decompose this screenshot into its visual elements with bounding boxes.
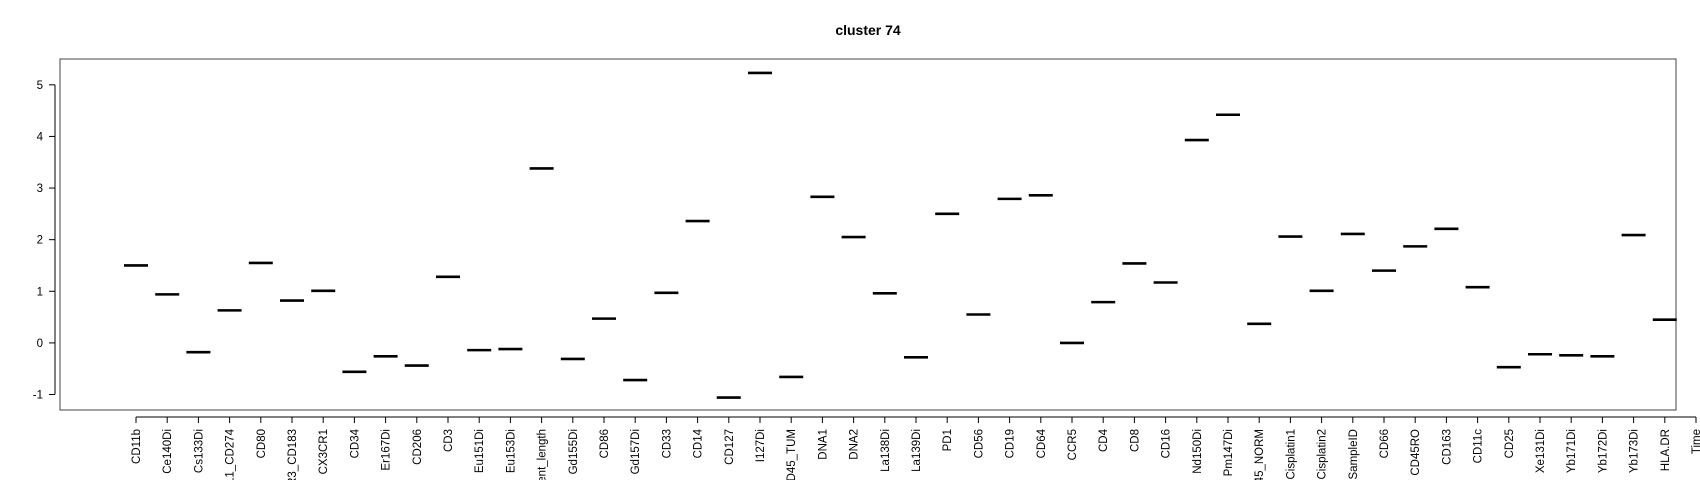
x-tick-label: CD25 (1504, 429, 1516, 458)
x-tick-label: CD66 (1379, 429, 1391, 458)
x-tick-label: La139Di (911, 429, 923, 472)
x-tick-label: CD45_NORM (1254, 429, 1266, 480)
chart-title: cluster 74 (835, 22, 901, 38)
y-tick-label: 1 (37, 286, 43, 298)
x-tick-label: Cs133Di (193, 429, 205, 473)
x-tick-label: CD33 (661, 429, 673, 458)
x-tick-label: Xe131Di (1535, 429, 1547, 473)
x-tick-label: Eu151Di (474, 429, 486, 473)
x-tick-label: CD11c (1473, 429, 1485, 464)
x-tick-label: CD206 (412, 429, 424, 465)
x-tick-label: CD163 (1441, 429, 1453, 465)
x-tick-label: Yb171Di (1566, 429, 1578, 473)
x-tick-label: Cisplatin1 (1285, 429, 1297, 480)
x-tick-label: Pm147Di (1223, 429, 1235, 476)
x-tick-label: CD45_TUM (786, 429, 798, 480)
plot-frame (59, 58, 1677, 411)
y-tick-label: 4 (37, 131, 44, 143)
x-tick-label: CD16 (1161, 429, 1173, 458)
y-tick-label: -1 (33, 390, 43, 402)
x-tick-label: CD8 (1129, 429, 1141, 452)
x-tick-label: Cisplatin2 (1317, 429, 1329, 480)
x-tick-label: PDL1_CD274 (225, 428, 237, 480)
x-tick-label: Yb173Di (1629, 429, 1641, 473)
x-tick-label: CD64 (1036, 428, 1048, 458)
x-tick-label: CD86 (599, 429, 611, 458)
x-tick-label: CD14 (693, 428, 705, 458)
x-tick-label: CX3CR1 (318, 429, 330, 474)
x-tick-label: DNA2 (849, 429, 861, 460)
x-axis: CD11b Ce140Di Cs133Di PDL1_CD274 CD80 CXCR3_C… (131, 416, 1700, 480)
x-tick-label: Nd150Di (1192, 429, 1204, 474)
x-tick-label: CD45RO (1410, 429, 1422, 476)
x-tick-label: DNA1 (817, 429, 829, 460)
x-tick-label: Ce140Di (162, 429, 174, 474)
x-tick-label: I127Di (755, 429, 767, 462)
y-tick-label: 3 (37, 183, 43, 195)
x-tick-label: Er167Di (381, 429, 393, 471)
x-tick-label: CD127 (724, 429, 736, 465)
x-tick-label: Yb172Di (1597, 429, 1609, 473)
y-axis: -1 0 1 2 3 4 5 (33, 80, 56, 402)
x-tick-label: CD3 (443, 429, 455, 452)
x-tick-label: SampleID (1348, 429, 1360, 480)
x-tick-label: CXCR3_CD183 (287, 429, 299, 480)
x-tick-label: CD4 (1098, 428, 1110, 452)
x-tick-label: CD80 (256, 429, 268, 458)
x-tick-label: CD19 (1005, 429, 1017, 458)
x-tick-label: CCR5 (1067, 429, 1079, 460)
x-tick-label: Time (1691, 429, 1700, 454)
y-tick-label: 0 (37, 338, 43, 350)
x-tick-label: La138Di (880, 429, 892, 472)
data-marks (124, 71, 1677, 399)
x-tick-label: Event_length (537, 429, 549, 480)
x-tick-label: CD34 (349, 428, 361, 458)
x-tick-label: CD11b (131, 429, 143, 464)
x-tick-label: HLA.DR (1660, 429, 1672, 471)
x-tick-label: CD56 (973, 429, 985, 458)
y-tick-label: 2 (37, 235, 43, 247)
x-tick-label: PD1 (942, 429, 954, 451)
x-tick-label: Gd155Di (568, 429, 580, 474)
x-tick-label: Gd157Di (630, 429, 642, 474)
y-tick-label: 5 (37, 80, 43, 92)
x-tick-label: Eu153Di (505, 429, 517, 473)
